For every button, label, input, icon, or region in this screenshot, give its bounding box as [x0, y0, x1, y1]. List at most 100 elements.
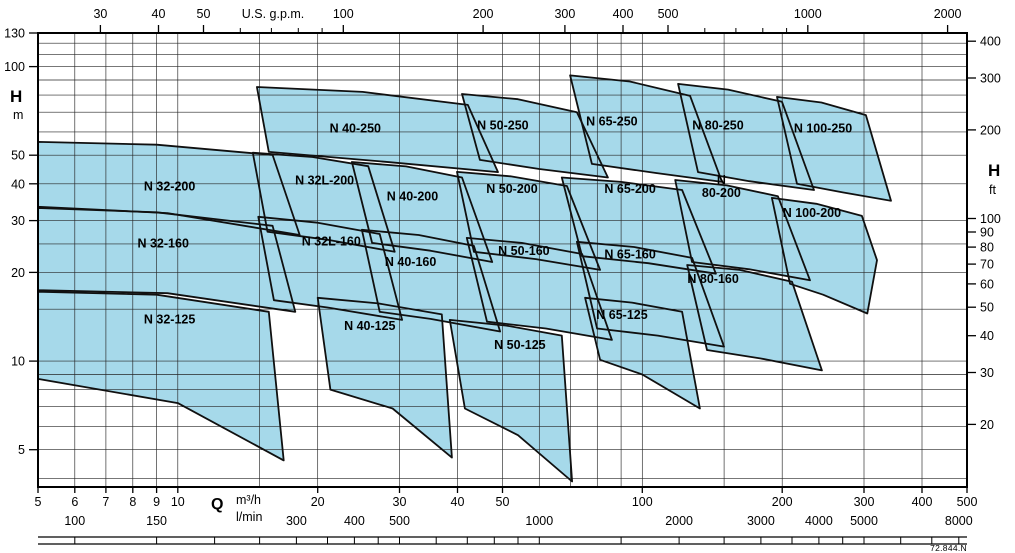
- pump-region-outline: [351, 161, 494, 263]
- lmin-tick-label: 100: [64, 514, 85, 528]
- right-axis-tick-label: 60: [980, 277, 994, 291]
- pump-region-fill: [777, 96, 891, 201]
- pump-region-label: N 32-200: [144, 180, 195, 194]
- right-axis-tick-label: 200: [980, 123, 1001, 137]
- bottom-axis-tick-label: 7: [102, 495, 109, 509]
- pump-region-label: N 65-200: [604, 182, 655, 196]
- pump-region-label: 80-200: [702, 186, 741, 200]
- bottom-axis-tick-label: 500: [957, 495, 978, 509]
- pump-region-outline: [257, 215, 403, 321]
- pump-region-label: N 50-125: [494, 338, 545, 352]
- right-axis-tick-label: 70: [980, 258, 994, 272]
- pump-region-outline: [251, 151, 396, 253]
- right-axis-title: H: [988, 161, 1000, 180]
- pump-region-label: N 100-200: [783, 206, 841, 220]
- pump-region-label: N 40-160: [385, 255, 436, 269]
- bottom-axis-tick-label: 40: [451, 495, 465, 509]
- pump-region-outline: [560, 176, 717, 275]
- pump-region-label: N 65-250: [586, 115, 637, 129]
- top-axis-tick-label: 100: [333, 7, 354, 21]
- pump-region-fill: [687, 265, 822, 371]
- right-axis-tick-label: 90: [980, 226, 994, 240]
- pump-region-outline: [569, 74, 723, 183]
- top-axis-tick-label: 40: [152, 7, 166, 21]
- pump-region-outline: [255, 86, 499, 173]
- right-axis-tick-label: 400: [980, 35, 1001, 49]
- pump-region-label: N 32L-160: [302, 234, 361, 248]
- pump-region-label: N 80-160: [687, 272, 738, 286]
- pump-region-fill: [449, 319, 573, 482]
- top-axis-tick-label: 500: [658, 7, 679, 21]
- pump-region-label: N 40-250: [330, 121, 381, 135]
- pump-region-fill: [317, 297, 452, 458]
- pump-region-label: N 40-125: [344, 319, 395, 333]
- bottom-axis-tick-label: 400: [912, 495, 933, 509]
- pump-region-fill: [38, 141, 300, 235]
- pump-region-outline: [584, 296, 701, 410]
- top-axis-tick-label: 400: [613, 7, 634, 21]
- bottom-axis-tick-label: 20: [311, 495, 325, 509]
- pump-region-label: N 32-125: [144, 312, 195, 326]
- bottom-axis-tick-label: 8: [129, 495, 136, 509]
- top-axis-tick-label: 30: [93, 7, 107, 21]
- left-axis-tick-label: 40: [11, 177, 25, 191]
- left-axis-unit: m: [13, 108, 23, 122]
- pump-region-label: N 65-160: [604, 248, 655, 262]
- pump-region-fill: [351, 162, 493, 262]
- pump-region-label: N 50-160: [498, 244, 549, 258]
- lmin-tick-label: 150: [146, 514, 167, 528]
- pump-region-outline: [674, 179, 811, 282]
- pump-region-fill: [462, 94, 608, 178]
- pump-region-label: N 80-250: [692, 119, 743, 133]
- right-axis-tick-label: 40: [980, 329, 994, 343]
- lmin-tick-label: 5000: [850, 514, 878, 528]
- top-axis-tick-label: 1000: [794, 7, 822, 21]
- pump-region-label: N 100-250: [794, 121, 852, 135]
- bottom-axis-tick-label: 30: [393, 495, 407, 509]
- pump-region-outline: [456, 171, 601, 271]
- lmin-tick-label: 500: [389, 514, 410, 528]
- bottom-axis-tick-label: 9: [153, 495, 160, 509]
- pump-region-fill: [771, 197, 877, 314]
- left-axis-tick-label: 20: [11, 266, 25, 280]
- right-axis-tick-label: 100: [980, 212, 1001, 226]
- pump-region-outline: [771, 197, 878, 315]
- bottom-axis-tick-label: 50: [496, 495, 510, 509]
- pump-region-outline: [776, 96, 892, 202]
- pump-region-label: N 32L-200: [295, 174, 354, 188]
- lmin-tick-label: 3000: [747, 514, 775, 528]
- bottom-axis-tick-label: 300: [854, 495, 875, 509]
- bottom-axis-tick-label: 100: [632, 495, 653, 509]
- top-axis-title: U.S. g.p.m.: [242, 7, 305, 21]
- right-axis-tick-label: 50: [980, 301, 994, 315]
- left-axis-title: H: [10, 87, 22, 106]
- right-axis-tick-label: 30: [980, 366, 994, 380]
- left-axis-tick-label: 5: [18, 443, 25, 457]
- pump-region-fill: [256, 87, 498, 173]
- bottom-axis-tick-label: 6: [71, 495, 78, 509]
- pump-region-fill: [38, 291, 284, 461]
- bottom-axis-tick-label: 200: [772, 495, 793, 509]
- pump-region-label: N: [717, 173, 726, 187]
- bottom-axis-tick-label: 10: [171, 495, 185, 509]
- left-axis-tick-label: 50: [11, 149, 25, 163]
- pump-region-outline: [361, 228, 501, 333]
- pump-region-fill: [38, 208, 296, 312]
- pump-region-outline: [316, 296, 453, 459]
- left-axis-tick-label: 130: [4, 27, 25, 41]
- lmin-tick-label: 8000: [945, 514, 973, 528]
- lmin-tick-label: 400: [344, 514, 365, 528]
- pump-region-outline: [461, 93, 609, 179]
- bottom-axis-title: Q: [211, 496, 223, 513]
- pump-region-label: N 50-250: [477, 119, 528, 133]
- bottom-axis-unit-secondary: l/min: [236, 510, 262, 524]
- pump-region-label: N 40-200: [387, 190, 438, 204]
- pump-region-fill: [561, 177, 716, 274]
- left-axis-tick-label: 10: [11, 355, 25, 369]
- bottom-axis-unit-primary: m³/h: [236, 493, 261, 507]
- right-axis-tick-label: 20: [980, 418, 994, 432]
- pump-region-label: N 50-200: [486, 182, 537, 196]
- right-axis-unit: ft: [989, 183, 996, 197]
